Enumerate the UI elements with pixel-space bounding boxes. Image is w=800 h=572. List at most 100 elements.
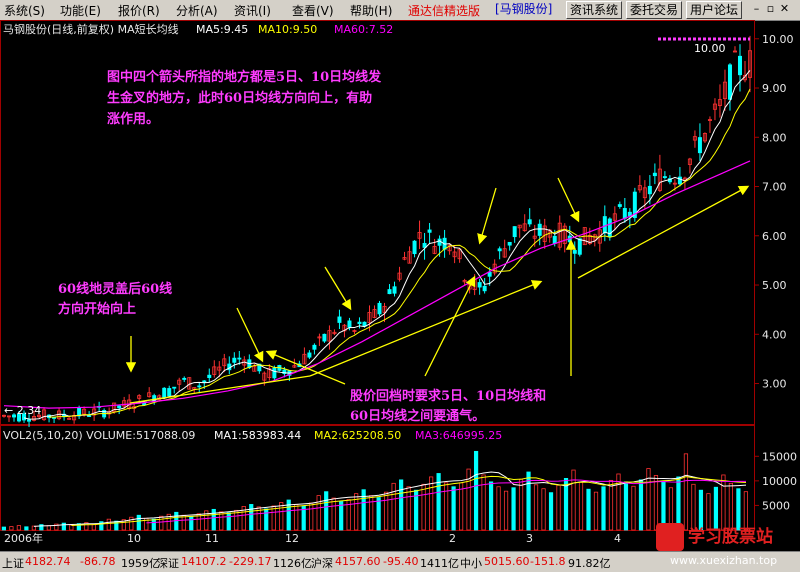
menu-function[interactable]: 功能(E)	[60, 4, 101, 18]
volume-title: VOL2(5,10,20) VOLUME:517088.09	[3, 429, 195, 442]
restore-icon[interactable]: ▫	[766, 2, 775, 15]
trade-button[interactable]: 委托交易	[626, 1, 683, 19]
vol-ma3-value: MA3:646995.25	[415, 429, 502, 442]
sh-value: 4182.74	[25, 555, 71, 568]
menu-analysis[interactable]: 分析(A)	[176, 4, 218, 18]
menu-help[interactable]: 帮助(H)	[350, 4, 393, 18]
arrow-pullback-1	[265, 350, 346, 385]
vol-ma1-value: MA1:583983.44	[214, 429, 301, 442]
volume-bar	[511, 487, 516, 531]
volume-axis: 5000 10000 15000	[754, 450, 797, 512]
candle-body	[722, 81, 727, 99]
menu-view[interactable]: 查看(V)	[292, 4, 334, 18]
candle-body	[147, 392, 152, 398]
volume-bar	[129, 516, 134, 531]
zx-change: -151.8	[530, 555, 566, 568]
price-tick-label: 7.00	[762, 181, 787, 194]
volume-bar	[31, 525, 36, 531]
candle-body	[122, 400, 127, 407]
candle-body	[497, 248, 502, 252]
arrow-pullback-2	[424, 275, 476, 377]
candle-body	[347, 320, 352, 328]
sh-label: 上证	[2, 557, 24, 570]
arrow-cross-1	[236, 307, 264, 363]
menu-quote[interactable]: 报价(R)	[118, 4, 160, 18]
volume-bar	[458, 482, 464, 531]
sh-amount: 1959亿	[121, 557, 160, 570]
volume-bar	[713, 486, 719, 531]
volume-bar	[429, 476, 434, 531]
candle-body	[382, 305, 387, 313]
time-label-2006: 2006年	[4, 531, 43, 545]
volume-bar	[69, 524, 74, 531]
candle-body	[232, 357, 237, 363]
candle-body	[137, 395, 142, 399]
candle-body	[577, 238, 582, 255]
candle-body	[522, 223, 527, 232]
candle-body	[282, 369, 287, 374]
time-label-3: 3	[526, 532, 533, 545]
candle-body	[622, 208, 627, 219]
candle-body	[692, 136, 697, 141]
candle-body	[367, 312, 372, 324]
price-tick-label: 8.00	[762, 131, 787, 144]
volume-bar	[698, 489, 704, 531]
volume-bar	[384, 491, 389, 531]
volume-bar	[376, 497, 381, 531]
price-tick-label: 5.00	[762, 279, 787, 292]
volume-bar	[556, 484, 561, 531]
ma10-value: MA10:9.50	[258, 23, 317, 36]
close-icon[interactable]: ✕	[779, 2, 790, 15]
candle-body	[437, 238, 442, 246]
volume-bar	[473, 450, 479, 531]
candle-body	[312, 344, 317, 350]
volume-bar	[234, 509, 239, 531]
trend-line-1	[129, 375, 311, 404]
volume-bar	[106, 518, 111, 531]
ma10-line	[49, 88, 751, 418]
volume-bar	[84, 522, 89, 531]
low-price-label: ← 2.34	[4, 404, 41, 417]
candle-body	[587, 234, 592, 245]
volume-bar	[264, 508, 269, 531]
price-tick-label: 6.00	[762, 230, 787, 243]
volume-bar	[451, 486, 456, 531]
chart-title: 马钢股份(日线,前复权) MA短长均线	[3, 22, 179, 36]
volume-bar	[61, 522, 66, 531]
candle-body	[177, 379, 182, 385]
price-tick-label: 10.00	[762, 33, 794, 46]
candle-body	[262, 372, 267, 381]
volume-bar	[444, 482, 449, 531]
volume-bar	[571, 469, 576, 531]
menu-system[interactable]: 系统(S)	[4, 4, 45, 18]
volume-bar	[294, 504, 299, 531]
sz-value: 14107.2	[181, 555, 227, 568]
candle-body	[477, 282, 482, 288]
candle-body	[602, 216, 607, 234]
candle-body	[172, 386, 177, 389]
stock-chart[interactable]: 马钢股份(日线,前复权) MA短长均线 MA5:9.45 MA10:9.50 M…	[0, 20, 800, 551]
candle-body	[482, 285, 487, 292]
volume-bar	[54, 523, 59, 531]
volume-bar	[121, 519, 126, 531]
volume-bar	[421, 483, 426, 531]
info-system-button[interactable]: 资讯系统	[566, 1, 623, 19]
candle-body	[197, 385, 202, 388]
menu-bar: 系统(S) 功能(E) 报价(R) 分析(A) 资讯(I) 查看(V) 帮助(H…	[0, 0, 800, 21]
volume-bar	[608, 479, 614, 531]
candle-body	[647, 185, 652, 195]
price-tick-label: 4.00	[762, 328, 787, 341]
candle-body	[427, 229, 432, 233]
volume-bar	[24, 526, 29, 531]
candle-body	[532, 235, 537, 239]
minimize-icon[interactable]: –	[753, 2, 760, 15]
menu-info[interactable]: 资讯(I)	[234, 4, 271, 18]
volume-bar	[466, 468, 471, 531]
forum-button[interactable]: 用户论坛	[686, 1, 743, 19]
volume-bar	[631, 485, 636, 531]
volume-tick-label: 5000	[762, 499, 790, 512]
stock-selector-button[interactable]: [马钢股份]	[495, 2, 553, 16]
volume-bar	[16, 525, 21, 531]
candle-body	[717, 99, 722, 106]
candle-body	[272, 367, 277, 379]
